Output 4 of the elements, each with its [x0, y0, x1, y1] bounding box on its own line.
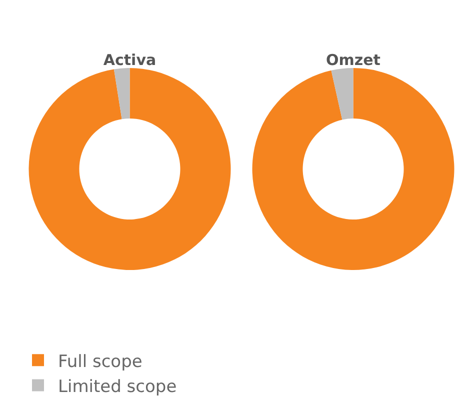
slice-label: Activa — [103, 51, 156, 69]
legend-label: Limited scope — [58, 376, 177, 397]
slice-label: Omzet — [326, 51, 380, 69]
legend-label: Full scope — [58, 352, 142, 372]
